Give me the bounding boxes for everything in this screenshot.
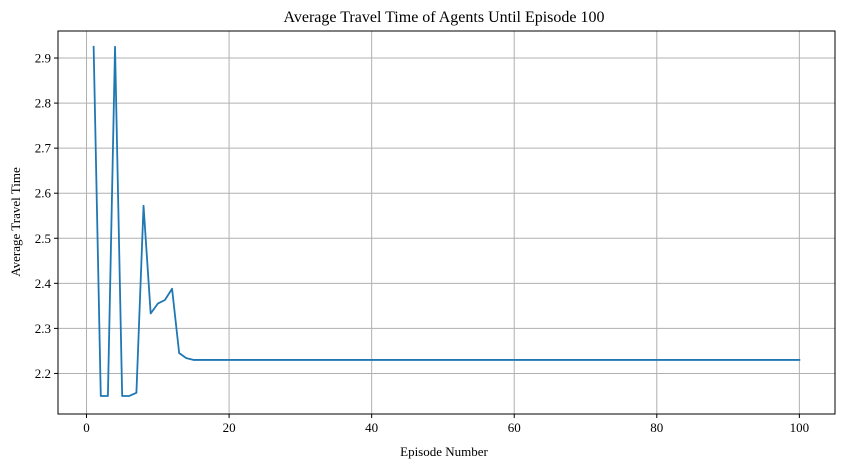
plot-frame xyxy=(57,30,836,415)
y-tick-label: 2.5 xyxy=(35,231,51,246)
chart-title: Average Travel Time of Agents Until Epis… xyxy=(283,9,604,26)
x-tick-label: 80 xyxy=(650,420,663,435)
y-tick-label: 2.3 xyxy=(35,321,51,336)
x-tick-label: 0 xyxy=(83,420,90,435)
x-tick-label: 40 xyxy=(365,420,378,435)
y-tick-label: 2.6 xyxy=(35,186,52,201)
y-tick-label: 2.7 xyxy=(35,141,52,156)
y-tick-label: 2.2 xyxy=(35,366,51,381)
x-tick-label: 60 xyxy=(508,420,521,435)
line-layer xyxy=(92,45,801,397)
y-tick-label: 2.8 xyxy=(35,96,51,111)
series-line xyxy=(92,45,801,397)
y-tick-label: 2.4 xyxy=(35,276,52,291)
y-axis-ticks: 2.2 2.3 2.4 2.5 2.6 2.7 2.8 2.9 xyxy=(35,51,58,381)
x-tick-label: 100 xyxy=(790,420,810,435)
grid-layer xyxy=(58,31,835,414)
y-tick-label: 2.9 xyxy=(35,51,51,66)
x-axis-title: Episode Number xyxy=(400,444,488,459)
y-axis-title: Average Travel Time xyxy=(8,167,23,277)
x-tick-label: 20 xyxy=(223,420,236,435)
x-axis-ticks: 0 20 40 60 80 100 xyxy=(83,414,809,435)
